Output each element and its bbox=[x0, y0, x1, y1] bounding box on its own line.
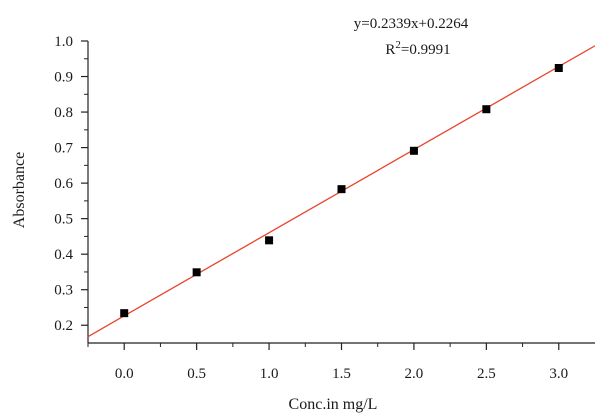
y-tick-label: 0.4 bbox=[54, 247, 73, 263]
points-layer bbox=[120, 64, 563, 318]
x-tick-label: 1.0 bbox=[260, 366, 279, 382]
data-point bbox=[120, 309, 129, 318]
x-axis-title: Conc.in mg/L bbox=[289, 396, 378, 413]
data-point bbox=[554, 64, 563, 73]
data-point bbox=[265, 236, 274, 245]
labels-layer: 0.0 0.5 1.0 1.5 2.0 2.5 3.0 0.2 0.3 0.4 0.5 0.6 0.7 0… bbox=[54, 34, 568, 382]
fit-equation: y=0.2339x+0.2264 bbox=[354, 16, 469, 32]
y-tick-label: 0.9 bbox=[54, 70, 73, 86]
data-point bbox=[409, 146, 418, 155]
r-squared-label: R2=0.9991 bbox=[385, 39, 450, 58]
r2-value: =0.9991 bbox=[401, 42, 451, 58]
y-tick-label: 0.7 bbox=[54, 141, 73, 157]
x-tick-label: 0.5 bbox=[187, 366, 206, 382]
x-tick-label: 1.5 bbox=[332, 366, 351, 382]
y-tick-label: 0.6 bbox=[54, 176, 73, 192]
y-tick-label: 0.2 bbox=[54, 318, 73, 334]
x-tick-label: 3.0 bbox=[549, 366, 568, 382]
data-point bbox=[337, 185, 346, 194]
data-point bbox=[482, 105, 491, 114]
y-tick-label: 0.3 bbox=[54, 283, 73, 299]
x-tick-label: 2.5 bbox=[477, 366, 496, 382]
r2-superscript: 2 bbox=[395, 39, 401, 51]
axes bbox=[81, 40, 595, 350]
y-tick-label: 1.0 bbox=[54, 34, 73, 50]
x-tick-label: 2.0 bbox=[405, 366, 424, 382]
data-point bbox=[192, 268, 201, 277]
r2-prefix: R bbox=[385, 42, 395, 58]
y-tick-label: 0.8 bbox=[54, 105, 73, 121]
x-tick-label: 0.0 bbox=[115, 366, 134, 382]
y-axis-title: Absorbance bbox=[11, 152, 28, 228]
y-tick-label: 0.5 bbox=[54, 212, 73, 228]
